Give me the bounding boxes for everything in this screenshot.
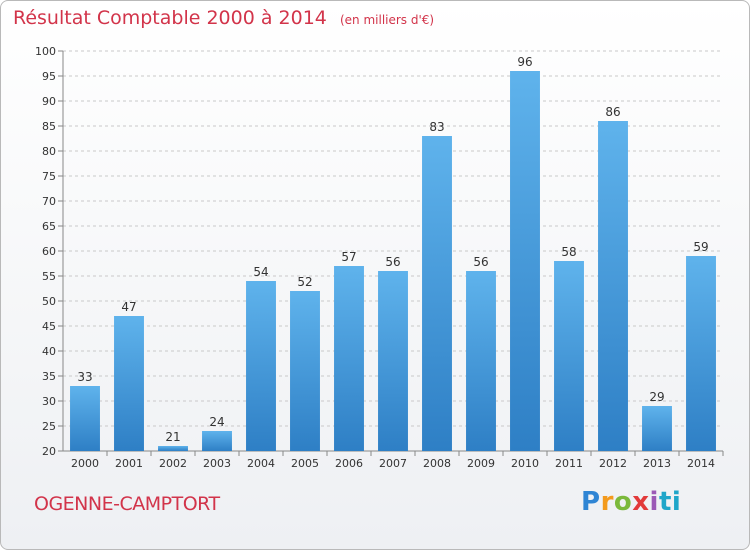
bar: [686, 256, 716, 451]
bar: [202, 431, 232, 451]
logo-letter: i: [649, 487, 659, 517]
place-name: OGENNE-CAMPTORT: [34, 493, 220, 515]
y-tick-label: 100: [35, 45, 56, 58]
data-label: 59: [693, 240, 708, 254]
bar: [642, 406, 672, 451]
logo-letter: x: [632, 487, 650, 517]
x-tick-label: 2001: [115, 457, 143, 470]
y-tick-label: 90: [42, 95, 56, 108]
x-tick-label: 2005: [291, 457, 319, 470]
y-tick-label: 25: [42, 420, 56, 433]
data-label: 29: [649, 390, 664, 404]
chart-title-unit: (en milliers d'€): [339, 13, 435, 27]
data-label: 54: [253, 265, 268, 279]
chart-title-main: Résultat Comptable 2000 à 2014: [13, 7, 327, 29]
y-tick-label: 70: [42, 195, 56, 208]
y-tick-label: 85: [42, 120, 56, 133]
x-tick-label: 2014: [687, 457, 715, 470]
bar: [70, 386, 100, 451]
y-tick-label: 50: [42, 295, 56, 308]
bar: [158, 446, 188, 451]
logo-letter: ti: [658, 487, 682, 517]
bar: [554, 261, 584, 451]
bar: [466, 271, 496, 451]
y-tick-label: 80: [42, 145, 56, 158]
data-label: 21: [165, 430, 180, 444]
proxiti-logo: Proxiti: [581, 487, 681, 517]
bar: [334, 266, 364, 451]
y-tick-label: 60: [42, 245, 56, 258]
y-tick-label: 30: [42, 395, 56, 408]
data-label: 33: [77, 370, 92, 384]
data-label: 24: [209, 415, 224, 429]
chart-title: Résultat Comptable 2000 à 2014 (en milli…: [13, 7, 434, 29]
data-label: 96: [517, 55, 532, 69]
x-tick-label: 2007: [379, 457, 407, 470]
y-tick-label: 65: [42, 220, 56, 233]
data-label: 47: [121, 300, 136, 314]
y-tick-label: 95: [42, 70, 56, 83]
x-tick-label: 2008: [423, 457, 451, 470]
x-tick-label: 2012: [599, 457, 627, 470]
bar: [378, 271, 408, 451]
x-tick-label: 2002: [159, 457, 187, 470]
x-tick-label: 2010: [511, 457, 539, 470]
bar: [290, 291, 320, 451]
x-tick-label: 2013: [643, 457, 671, 470]
data-label: 52: [297, 275, 312, 289]
data-label: 58: [561, 245, 576, 259]
data-label: 57: [341, 250, 356, 264]
y-tick-label: 35: [42, 370, 56, 383]
bar: [246, 281, 276, 451]
y-tick-label: 45: [42, 320, 56, 333]
x-tick-label: 2003: [203, 457, 231, 470]
y-tick-label: 40: [42, 345, 56, 358]
logo-letter: P: [581, 487, 601, 517]
bar: [510, 71, 540, 451]
data-label: 56: [473, 255, 488, 269]
data-label: 83: [429, 120, 444, 134]
x-tick-label: 2011: [555, 457, 583, 470]
y-tick-label: 20: [42, 445, 56, 458]
y-tick-label: 55: [42, 270, 56, 283]
x-tick-label: 2004: [247, 457, 275, 470]
y-tick-label: 75: [42, 170, 56, 183]
data-label: 56: [385, 255, 400, 269]
bar: [422, 136, 452, 451]
x-tick-label: 2000: [71, 457, 99, 470]
bar: [598, 121, 628, 451]
x-tick-label: 2009: [467, 457, 495, 470]
bar: [114, 316, 144, 451]
x-tick-label: 2006: [335, 457, 363, 470]
logo-letter: o: [613, 487, 633, 517]
logo-letter: r: [600, 487, 614, 517]
data-label: 86: [605, 105, 620, 119]
